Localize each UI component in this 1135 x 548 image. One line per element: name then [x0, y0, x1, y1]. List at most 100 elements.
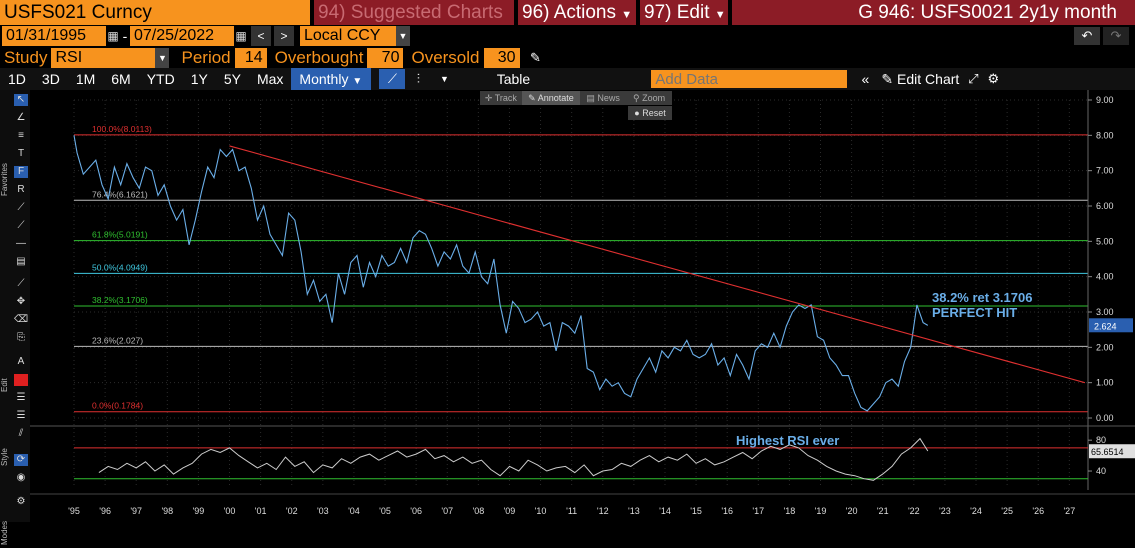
rsi-y-tick-label: 80 [1096, 435, 1106, 445]
range-5y[interactable]: 5Y [223, 71, 241, 87]
x-tick-label: '25 [1001, 506, 1013, 516]
main-grid [73, 99, 1088, 488]
study-bar: Study RSI ▼ Period 14 Overbought 70 Over… [0, 48, 1135, 68]
text-style-icon[interactable]: A [17, 356, 25, 367]
expand-icon[interactable]: ⤢ [968, 71, 979, 86]
line-chart-icon[interactable]: ⟋ [379, 69, 406, 89]
collapse-icon[interactable]: « [861, 71, 870, 87]
period-input[interactable]: 14 [234, 48, 267, 68]
add-data-input[interactable] [651, 70, 848, 88]
horizontal-line-icon[interactable]: — [16, 238, 26, 249]
eraser-icon[interactable]: ⌫ [14, 314, 29, 325]
x-tick-label: '10 [535, 506, 547, 516]
chevron-left-icon[interactable]: < [251, 26, 271, 46]
fibonacci-icon[interactable]: ≡ [18, 130, 24, 141]
news-icon: ▤ [586, 93, 595, 103]
annotation-text[interactable]: PERFECT HIT [932, 305, 1017, 320]
range-3d[interactable]: 3D [41, 71, 60, 87]
chevron-down-icon[interactable]: ▼ [439, 74, 449, 84]
currency-select[interactable]: Local CCY [300, 26, 396, 46]
color-picker-icon[interactable] [14, 374, 28, 386]
x-tick-label: '08 [472, 506, 484, 516]
oversold-input[interactable]: 30 [483, 48, 520, 68]
suggested-charts-menu[interactable]: 94) Suggested Charts [314, 0, 514, 25]
gear-icon[interactable]: ⚙ [987, 71, 1000, 86]
channel-icon[interactable]: ⟋ [17, 220, 25, 231]
highlight-icon[interactable]: ⫽ [18, 428, 24, 439]
date-separator: - [122, 28, 128, 44]
chart-area[interactable]: 100.0%(8.0113) 76.4%(6.1621) 61.8%(5.0191)… [30, 90, 1135, 522]
chevron-down-icon[interactable]: ▼ [396, 26, 410, 46]
chevron-right-icon[interactable]: > [274, 26, 294, 46]
palette-icon[interactable]: ◉ [16, 472, 26, 483]
annotate-label: Annotate [537, 93, 574, 103]
ray-tool-icon[interactable]: R [17, 184, 25, 195]
frequency-select[interactable]: Monthly ▼ [291, 68, 372, 90]
annotation-text[interactable]: 38.2% ret 3.1706 [932, 290, 1032, 305]
study-select[interactable]: RSI [51, 48, 156, 68]
frequency-label: Monthly [299, 71, 349, 87]
range-6m[interactable]: 6M [111, 71, 131, 87]
news-label: News [597, 93, 620, 103]
gear-icon[interactable]: ⚙ [16, 496, 26, 507]
zoom-tool[interactable]: ⚲ Zoom [626, 91, 672, 105]
range-1d[interactable]: 1D [8, 71, 26, 87]
x-tick-label: '12 [597, 506, 609, 516]
x-tick-label: '17 [752, 506, 764, 516]
text-tool-icon[interactable]: T [17, 148, 25, 159]
zoom-label: Zoom [642, 93, 666, 103]
x-tick-label: '03 [317, 506, 329, 516]
duplicate-icon[interactable]: ⎘ [17, 332, 25, 343]
annotate-tool[interactable]: ✎ Annotate [521, 91, 581, 105]
cursor-icon[interactable]: ↖ [14, 94, 28, 106]
trendline-icon[interactable]: ⟋ [17, 202, 25, 213]
range-1y[interactable]: 1Y [190, 71, 208, 87]
calendar-icon[interactable]: ▦ [235, 29, 247, 43]
fib-level-label: 50.0%(4.0949) [92, 262, 148, 272]
overbought-label: Overbought [274, 48, 364, 67]
fibonacci-levels: 100.0%(8.0113) 76.4%(6.1621) 61.8%(5.0191)… [74, 124, 1088, 413]
range-ytd[interactable]: YTD [146, 71, 175, 87]
x-tick-label: '18 [784, 506, 796, 516]
candlestick-icon[interactable]: ⫶ [416, 71, 421, 86]
line-style-icon[interactable]: ☰ [16, 410, 26, 421]
table-button[interactable]: Table [496, 71, 531, 87]
line-width-icon[interactable]: ☰ [16, 392, 26, 403]
news-tool[interactable]: ▤ News [580, 91, 626, 105]
track-tool[interactable]: ✛ Track [480, 91, 522, 105]
undo-icon[interactable]: ↶ [1074, 27, 1100, 45]
fib-retrace-icon[interactable]: F [14, 166, 28, 178]
line-tool-icon[interactable]: ∠ [16, 112, 26, 123]
actions-menu[interactable]: 96) Actions ▼ [518, 0, 636, 25]
reset-button[interactable]: ● Reset [628, 106, 672, 120]
rsi-annotation-text[interactable]: Highest RSI ever [736, 433, 839, 448]
chevron-down-icon[interactable]: ▼ [155, 48, 170, 68]
trendline-line[interactable] [229, 145, 1086, 384]
end-date-input[interactable]: 07/25/2022 [130, 26, 234, 46]
edit-menu[interactable]: 97) Edit ▼ [640, 0, 728, 25]
calendar-icon[interactable]: ▦ [107, 29, 119, 43]
ruler-icon[interactable]: ▤ [16, 256, 26, 267]
modes-section-label: Modes [0, 521, 9, 546]
price-line[interactable] [73, 135, 929, 412]
x-tick-label: '02 [286, 506, 298, 516]
pencil-icon[interactable]: ✎ [530, 50, 541, 65]
edit-chart-button[interactable]: ✎ Edit Chart [877, 68, 963, 90]
mode-icon[interactable]: ⟳ [14, 454, 28, 466]
track-label: Track [494, 93, 517, 103]
range-max[interactable]: Max [256, 71, 284, 87]
draw-icon[interactable]: ⟋ [17, 278, 25, 289]
range-1m[interactable]: 1M [75, 71, 96, 87]
x-tick-label: '95 [68, 506, 80, 516]
redo-icon[interactable]: ↷ [1103, 27, 1129, 45]
rsi-line[interactable] [98, 437, 929, 481]
x-tick-label: '01 [255, 506, 267, 516]
ticker-field[interactable]: USFS021 Curncy [0, 0, 310, 25]
caret-down-icon: ▼ [714, 9, 726, 21]
rsi-last-value-badge [1089, 444, 1135, 459]
move-icon[interactable]: ✥ [16, 296, 26, 307]
start-date-input[interactable]: 01/31/1995 [2, 26, 106, 46]
overbought-input[interactable]: 70 [367, 48, 404, 68]
y-tick-label: 2.00 [1096, 342, 1114, 352]
